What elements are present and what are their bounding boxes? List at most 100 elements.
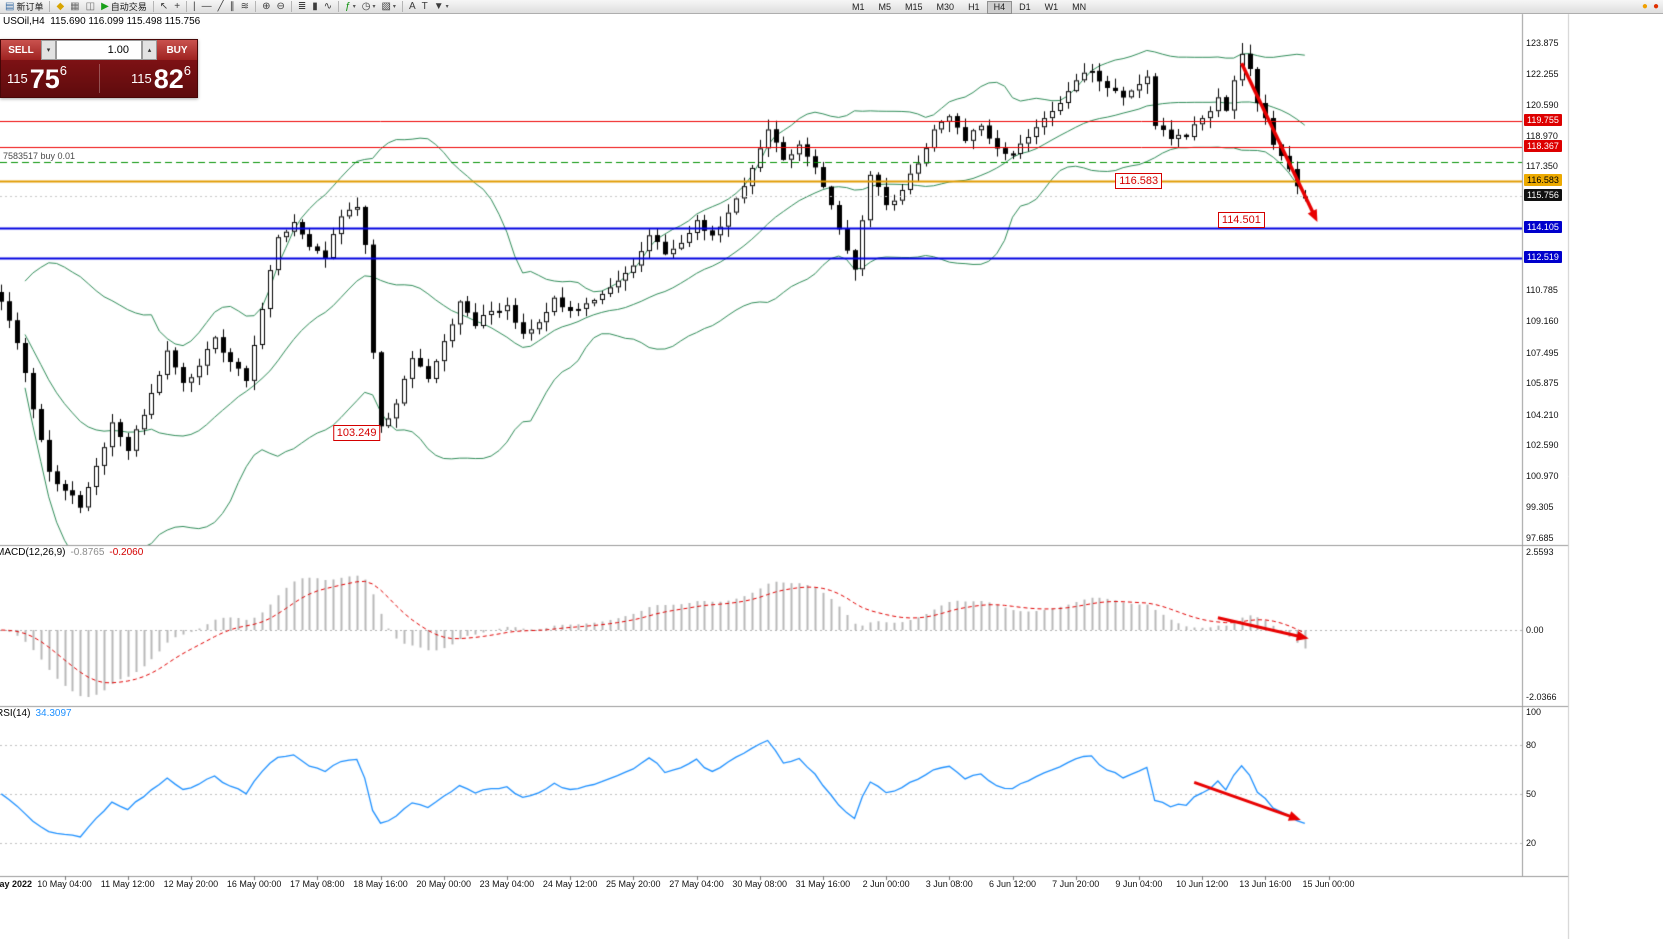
time-axis-label: 10 May 04:00 (37, 879, 92, 889)
autotrade-button[interactable]: ▶ 自动交易 (98, 0, 150, 13)
new-order-button[interactable]: ▤ 新订单 (2, 0, 46, 13)
timeframe-button-w1[interactable]: W1 (1038, 1, 1066, 14)
dropdown-caret-icon: ▾ (445, 4, 449, 10)
ask-price[interactable]: 115 82 6 (99, 60, 197, 97)
crosshair-icon-glyph: + (174, 0, 181, 12)
toolbar-button-label: 新订单 (16, 2, 44, 12)
time-axis-label: 9 Jun 04:00 (1115, 879, 1163, 889)
ask-integer: 115 (130, 71, 152, 86)
price-tag: 114.105 (1524, 220, 1562, 233)
toolbar-separator (290, 1, 292, 12)
timeframe-button-m30[interactable]: M30 (930, 1, 962, 14)
time-axis-label: 13 Jun 16:00 (1239, 879, 1292, 889)
ask-point: 6 (183, 63, 191, 78)
volume-decrease-button[interactable]: ▾ (41, 40, 56, 60)
equidistant-channel-icon[interactable]: ∥ (227, 0, 238, 13)
toolbar-separator (338, 1, 340, 12)
toolbar-separator (186, 1, 188, 12)
new-order-glyph: ▤ (5, 0, 15, 12)
trendline-icon[interactable]: ╱ (215, 0, 227, 13)
dropdown-caret-icon: ▾ (392, 4, 396, 10)
vertical-line-icon[interactable]: | (190, 0, 199, 13)
macd-axis-label: 0.00 (1526, 625, 1544, 635)
time-axis-label: 24 May 12:00 (542, 879, 598, 889)
label-tool-icon[interactable]: T (419, 0, 431, 13)
rsi-name: RSI(14) (0, 708, 31, 719)
periods-icon-glyph: ◷ (361, 0, 371, 12)
price-annotation[interactable]: 103.249 (332, 424, 381, 441)
timeframe-button-m5[interactable]: M5 (872, 1, 899, 14)
timeframe-button-m15[interactable]: M15 (898, 1, 930, 14)
time-axis-label: 30 May 08:00 (732, 879, 787, 889)
macd-signal-value: -0.2060 (109, 547, 144, 558)
bar-chart-icon-glyph: ≣ (297, 0, 307, 12)
price-annotation[interactable]: 116.583 (1115, 172, 1163, 189)
timeframe-button-d1[interactable]: D1 (1012, 1, 1038, 14)
text-tool-icon[interactable]: A (406, 0, 419, 13)
indicators-icon[interactable]: ƒ ▾ (342, 0, 359, 13)
candlestick-chart-icon[interactable]: ▮ (309, 0, 321, 13)
price-tag: 112.519 (1524, 250, 1562, 263)
zoom-in-icon[interactable]: ⊕ (259, 0, 273, 13)
price-axis-label: 110.785 (1526, 285, 1558, 296)
price-axis-label: 97.685 (1526, 532, 1554, 543)
zoom-out-icon-glyph: ⊖ (276, 0, 285, 12)
timeframe-button-h1[interactable]: H1 (961, 1, 987, 14)
chart-symbol-title: USOil,H4 115.690 116.099 115.498 115.756 (3, 16, 201, 27)
time-axis-label: 17 May 08:00 (290, 879, 345, 889)
mql-market-icon[interactable]: ◆ (53, 0, 67, 13)
rsi-axis-label: 100 (1526, 707, 1542, 717)
time-axis-label: 27 May 04:00 (669, 879, 724, 889)
timeframe-button-mn[interactable]: MN (1065, 1, 1093, 14)
arrows-tool-icon-glyph: ▼ (433, 0, 444, 12)
live-update-icon[interactable]: ● (1652, 1, 1660, 14)
macd-axis-label: -2.0366 (1526, 692, 1557, 702)
label-tool-icon-glyph: T (421, 0, 428, 12)
chart-windows-icon-glyph: ▦ (70, 0, 80, 12)
price-axis-label: 120.590 (1526, 100, 1559, 111)
price-axis-label: 122.255 (1526, 68, 1559, 79)
price-annotation[interactable]: 114.501 (1217, 212, 1265, 229)
volume-input[interactable] (56, 40, 142, 60)
arrows-tool-icon[interactable]: ▼ ▾ (431, 0, 452, 13)
equidistant-channel-icon-glyph: ∥ (229, 0, 235, 12)
toolbar-separator (49, 1, 51, 12)
indicators-icon-glyph: ƒ (345, 0, 351, 12)
periods-icon[interactable]: ◷ ▾ (359, 0, 379, 13)
volume-increase-button[interactable]: ▴ (142, 40, 157, 60)
crosshair-icon[interactable]: + (171, 0, 183, 13)
price-axis-label: 104.210 (1526, 409, 1559, 420)
line-chart-icon[interactable]: ∿ (321, 0, 335, 13)
sell-button[interactable]: SELL (1, 40, 41, 60)
buy-button[interactable]: BUY (157, 40, 197, 60)
timeframe-button-h4[interactable]: H4 (986, 0, 1013, 14)
price-tag: 115.756 (1524, 189, 1562, 202)
bid-pips: 75 (29, 63, 60, 94)
time-axis-label: 25 May 20:00 (606, 879, 661, 889)
price-axis-label: 117.350 (1526, 161, 1558, 172)
price-axis-label: 107.495 (1526, 347, 1559, 358)
bid-integer: 115 (7, 71, 28, 86)
zoom-in-icon-glyph: ⊕ (262, 0, 271, 12)
mql5-community-icon[interactable]: ● (1641, 1, 1649, 14)
horizontal-line-icon-glyph: ― (201, 0, 212, 12)
chart-windows-icon[interactable]: ▦ (67, 0, 82, 13)
position-order-label: 7583517 buy 0.01 (3, 150, 76, 161)
cursor-icon[interactable]: ↖ (157, 0, 171, 13)
price-axis-label: 102.590 (1526, 440, 1559, 451)
time-axis-label: 12 May 20:00 (163, 879, 219, 889)
bar-chart-icon[interactable]: ≣ (295, 0, 309, 13)
timeframe-button-m1[interactable]: M1 (845, 1, 872, 14)
templates-icon[interactable]: ▧ ▾ (378, 0, 398, 13)
data-window-icon[interactable]: ◫ (83, 0, 98, 13)
horizontal-line-icon[interactable]: ― (199, 0, 215, 13)
fibonacci-icon-glyph: ≋ (240, 0, 250, 12)
zoom-out-icon[interactable]: ⊖ (273, 0, 287, 13)
time-axis-label: 20 May 00:00 (416, 879, 471, 889)
bid-price[interactable]: 115 75 6 (1, 60, 99, 97)
macd-main-value: -0.8765 (70, 547, 105, 558)
macd-axis-label: 2.5593 (1526, 547, 1554, 557)
fibonacci-icon[interactable]: ≋ (238, 0, 252, 13)
cursor-icon-glyph: ↖ (159, 0, 169, 12)
